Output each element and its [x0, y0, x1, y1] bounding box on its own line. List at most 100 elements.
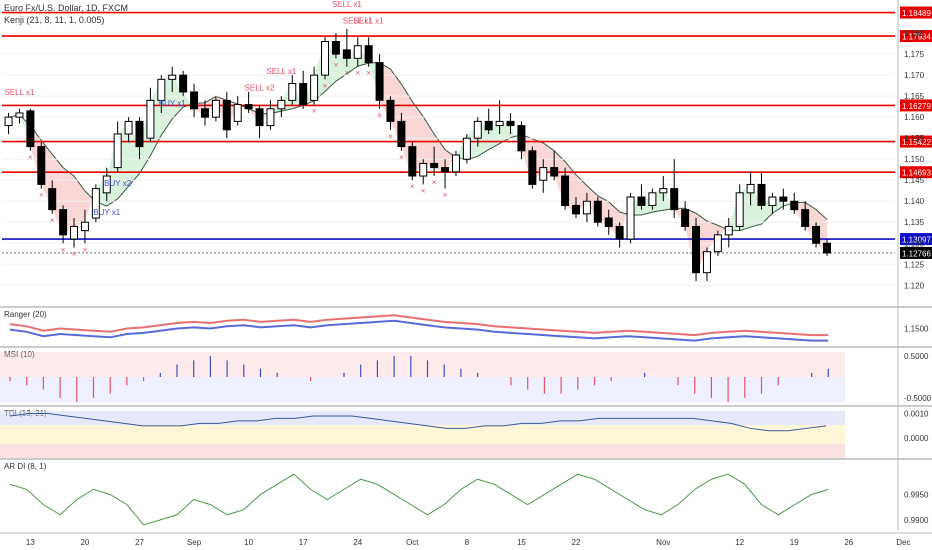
price-tick: 1.175 [904, 50, 925, 59]
pane-tick: 1.1500 [904, 325, 929, 334]
candle-body [135, 120, 144, 148]
trend-band [172, 75, 184, 119]
time-tick: 20 [80, 538, 89, 547]
buy-signal: BUY x1 [93, 208, 121, 217]
x-marker: × [443, 191, 448, 200]
price-tick: 1.155 [904, 134, 925, 143]
price-tick: 1.130 [904, 239, 925, 248]
pane-band [0, 352, 845, 377]
candle-body [615, 225, 624, 240]
level-label-bg [900, 30, 932, 43]
candle-body [80, 221, 89, 232]
pane-band [0, 425, 845, 444]
candle-body [528, 150, 537, 185]
candle-body [484, 120, 493, 131]
x-marker: × [83, 245, 88, 254]
candle-body [288, 83, 297, 101]
price-tick: 1.170 [904, 71, 925, 80]
level-label-bg [900, 6, 932, 19]
candle-body [539, 167, 548, 181]
candle-body [495, 120, 504, 127]
trend-band [19, 112, 31, 147]
candle-body [670, 188, 679, 211]
x-marker: × [399, 153, 404, 162]
trend-band [434, 133, 446, 172]
candle-body [146, 99, 155, 139]
candle-body [331, 41, 340, 55]
pane-tick: -0.5000 [904, 394, 932, 403]
level-label-bg [900, 246, 932, 259]
candle-body [364, 45, 373, 64]
time-tick: 8 [465, 538, 470, 547]
candle-body [4, 116, 13, 127]
candle-body [70, 225, 79, 240]
sell-signal: SELL x1 [332, 0, 362, 9]
candle-body [768, 196, 777, 206]
candle-body [299, 83, 308, 106]
candle-body [790, 200, 799, 211]
level-label-bg [900, 233, 932, 246]
candle-body [179, 74, 188, 93]
price-tick: 1.120 [904, 281, 925, 290]
x-marker: × [39, 191, 44, 200]
x-marker: × [28, 153, 33, 162]
time-axis: 13 20 27 Sep 10 17 24 Oct 8 15 22 Nov 12 19 26 Dec [0, 532, 932, 547]
indicator-panes: Ranger (20)MSI (10)TDI (13, 21)AR DI (8,… [0, 306, 932, 526]
candle-body [15, 112, 24, 118]
price-tick: 1.140 [904, 197, 925, 206]
level-label: 1.16279 [902, 102, 931, 111]
trend-band [335, 54, 347, 82]
sell-signal: SELL x2 [245, 84, 275, 93]
price-tick: 1.165 [904, 92, 925, 101]
x-marker: × [334, 60, 339, 69]
buy-signal: BUY x2 [104, 179, 132, 188]
pane-band [0, 443, 845, 458]
time-tick: 26 [844, 538, 853, 547]
candle-body [572, 204, 580, 215]
pane-tick: 0.5000 [904, 352, 929, 361]
x-marker: × [410, 182, 415, 191]
candle-body [211, 99, 220, 118]
time-tick: Nov [656, 538, 670, 547]
candle-body [48, 188, 57, 211]
trend-band [750, 184, 762, 228]
x-marker: × [61, 245, 66, 254]
x-marker: × [72, 249, 77, 258]
trend-band [128, 121, 140, 187]
candle-body [59, 209, 68, 236]
candle-body [517, 125, 526, 152]
time-tick: 12 [735, 538, 744, 547]
x-marker: × [421, 186, 426, 195]
pane-tick: 0.0000 [904, 434, 929, 443]
candle-body [506, 120, 515, 127]
candle-body [801, 209, 810, 227]
level-label: 1.15422 [902, 138, 931, 147]
pane-title: MSI (10) [4, 350, 35, 359]
level-label: 1.13097 [902, 236, 931, 245]
candles [4, 28, 831, 282]
candle-body [353, 45, 362, 59]
candle-body [735, 192, 744, 227]
candle-body [692, 225, 701, 274]
pane-title: AR DI (8, 1) [4, 462, 47, 471]
pane-band [0, 411, 845, 426]
pane-tick: 0.9900 [904, 516, 929, 525]
candle-body [190, 91, 199, 110]
candle-body [779, 196, 788, 202]
x-marker: × [50, 216, 55, 225]
time-tick: 15 [517, 538, 526, 547]
candle-body [168, 74, 177, 80]
candle-body [626, 196, 635, 240]
price-tick: 1.145 [904, 176, 925, 185]
trend-band [717, 225, 729, 235]
x-marker: × [323, 81, 328, 90]
x-marker: × [355, 69, 360, 78]
price-tick: 1.125 [904, 260, 925, 269]
candle-body [822, 242, 831, 254]
time-tick: Oct [406, 538, 419, 547]
level-label: 1.12766 [902, 249, 931, 258]
x-marker: × [432, 178, 437, 187]
candle-body [266, 108, 275, 127]
candle-body [102, 175, 111, 194]
